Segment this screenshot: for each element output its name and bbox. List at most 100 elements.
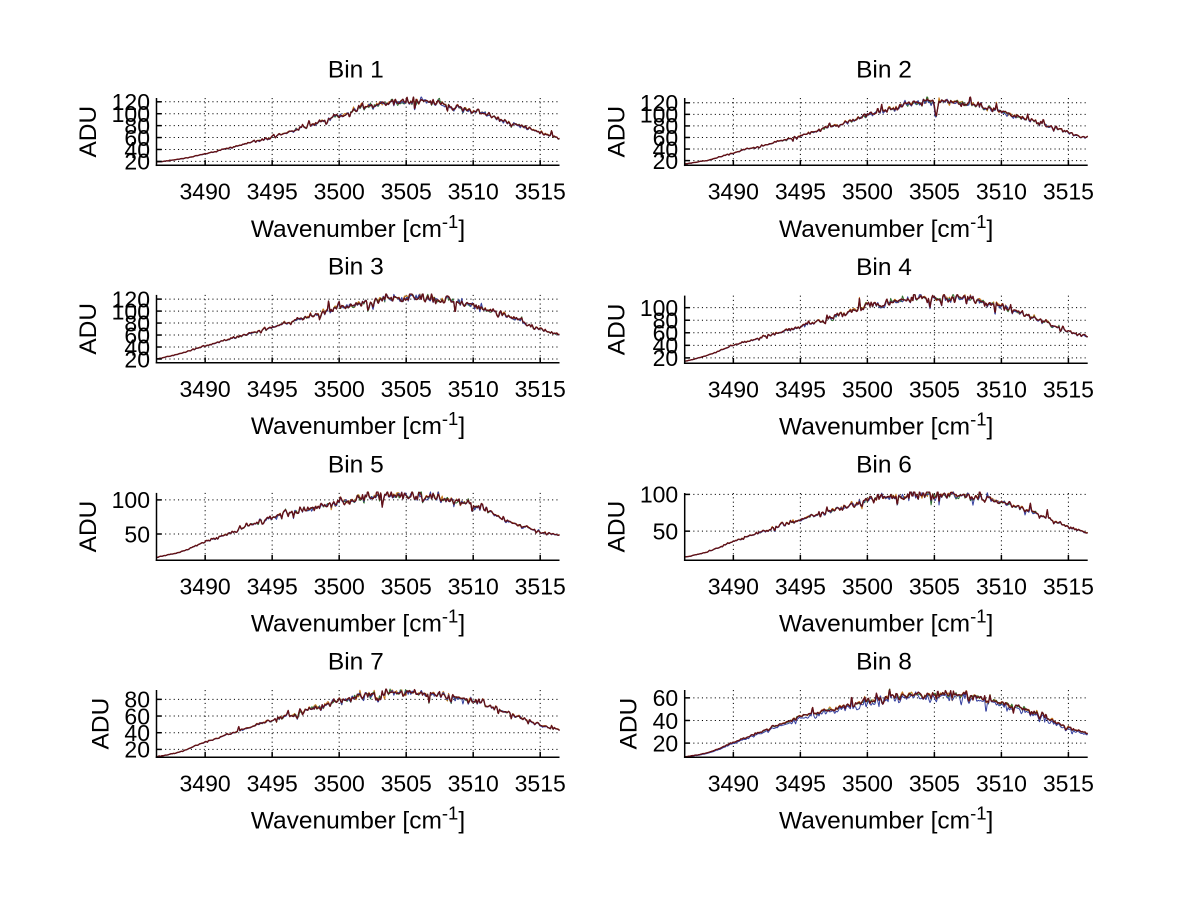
svg-text:Bin 1: Bin 1 (328, 56, 384, 83)
svg-text:3490: 3490 (180, 574, 231, 600)
svg-text:20: 20 (124, 149, 150, 175)
svg-text:3515: 3515 (1043, 574, 1094, 600)
svg-text:3490: 3490 (708, 771, 759, 797)
svg-text:3500: 3500 (314, 179, 365, 205)
svg-text:3505: 3505 (381, 376, 432, 402)
svg-text:Wavenumber [cm-1]: Wavenumber [cm-1] (251, 606, 465, 638)
svg-text:3510: 3510 (976, 771, 1027, 797)
svg-text:Bin 4: Bin 4 (856, 254, 912, 281)
svg-text:80: 80 (124, 113, 150, 139)
svg-text:3490: 3490 (180, 376, 231, 402)
svg-text:3495: 3495 (775, 574, 826, 600)
svg-text:Bin 3: Bin 3 (328, 253, 384, 280)
svg-text:Bin 5: Bin 5 (328, 451, 384, 478)
svg-text:60: 60 (653, 320, 679, 346)
svg-text:3505: 3505 (381, 179, 432, 205)
svg-text:3500: 3500 (842, 574, 893, 600)
svg-text:3490: 3490 (708, 574, 759, 600)
svg-text:ADU: ADU (87, 698, 114, 750)
svg-text:80: 80 (653, 113, 679, 139)
svg-text:3515: 3515 (1043, 377, 1094, 403)
svg-text:50: 50 (653, 518, 679, 544)
svg-text:100: 100 (640, 295, 678, 321)
svg-text:3490: 3490 (708, 179, 759, 205)
svg-text:3505: 3505 (909, 377, 960, 403)
svg-text:100: 100 (640, 482, 678, 508)
svg-text:3505: 3505 (381, 574, 432, 600)
svg-text:Wavenumber [cm-1]: Wavenumber [cm-1] (251, 803, 465, 835)
svg-text:3510: 3510 (448, 771, 499, 797)
svg-text:Wavenumber [cm-1]: Wavenumber [cm-1] (779, 211, 993, 243)
svg-text:Wavenumber [cm-1]: Wavenumber [cm-1] (251, 211, 465, 243)
svg-text:3490: 3490 (180, 179, 231, 205)
svg-text:3505: 3505 (909, 574, 960, 600)
svg-text:3510: 3510 (448, 376, 499, 402)
svg-text:3500: 3500 (842, 771, 893, 797)
svg-text:80: 80 (653, 308, 679, 334)
svg-text:80: 80 (124, 310, 150, 336)
svg-text:3510: 3510 (976, 377, 1027, 403)
svg-text:40: 40 (653, 708, 679, 734)
svg-text:50: 50 (124, 521, 150, 547)
svg-text:60: 60 (124, 703, 150, 729)
svg-text:3490: 3490 (180, 771, 231, 797)
svg-text:ADU: ADU (603, 304, 630, 356)
svg-text:ADU: ADU (75, 303, 102, 355)
svg-text:ADU: ADU (75, 106, 102, 158)
svg-text:Bin 6: Bin 6 (856, 451, 912, 478)
svg-text:120: 120 (112, 89, 150, 115)
svg-text:60: 60 (124, 322, 150, 348)
svg-text:40: 40 (653, 333, 679, 359)
svg-text:3500: 3500 (314, 376, 365, 402)
svg-text:3505: 3505 (909, 771, 960, 797)
svg-text:60: 60 (653, 685, 679, 711)
svg-text:100: 100 (640, 102, 678, 128)
svg-text:3515: 3515 (1043, 771, 1094, 797)
svg-text:3500: 3500 (314, 771, 365, 797)
svg-text:ADU: ADU (603, 501, 630, 553)
svg-text:ADU: ADU (603, 106, 630, 158)
svg-text:ADU: ADU (75, 501, 102, 553)
svg-text:3515: 3515 (515, 771, 566, 797)
svg-text:3500: 3500 (842, 377, 893, 403)
svg-text:Wavenumber [cm-1]: Wavenumber [cm-1] (779, 606, 993, 638)
svg-text:60: 60 (653, 125, 679, 151)
svg-text:3515: 3515 (1043, 179, 1094, 205)
svg-text:100: 100 (112, 487, 150, 513)
svg-text:Bin 7: Bin 7 (328, 648, 384, 675)
svg-text:3510: 3510 (976, 574, 1027, 600)
svg-text:40: 40 (124, 720, 150, 746)
svg-text:Bin 8: Bin 8 (856, 648, 912, 675)
svg-text:20: 20 (653, 730, 679, 756)
svg-text:3505: 3505 (909, 179, 960, 205)
svg-text:3515: 3515 (515, 574, 566, 600)
svg-text:120: 120 (640, 90, 678, 116)
svg-text:Bin 2: Bin 2 (856, 56, 912, 83)
svg-text:3515: 3515 (515, 179, 566, 205)
svg-text:3495: 3495 (247, 179, 298, 205)
svg-text:3495: 3495 (775, 771, 826, 797)
svg-text:40: 40 (124, 137, 150, 163)
svg-text:3510: 3510 (448, 574, 499, 600)
svg-text:20: 20 (653, 345, 679, 371)
svg-text:Wavenumber [cm-1]: Wavenumber [cm-1] (779, 803, 993, 835)
svg-text:100: 100 (112, 101, 150, 127)
svg-text:3495: 3495 (247, 771, 298, 797)
svg-text:3495: 3495 (775, 179, 826, 205)
svg-text:Wavenumber [cm-1]: Wavenumber [cm-1] (779, 409, 993, 441)
svg-text:3510: 3510 (448, 179, 499, 205)
svg-text:3515: 3515 (515, 376, 566, 402)
svg-text:3495: 3495 (247, 376, 298, 402)
svg-text:20: 20 (124, 346, 150, 372)
svg-text:3490: 3490 (708, 377, 759, 403)
svg-text:80: 80 (124, 687, 150, 713)
svg-text:3500: 3500 (314, 574, 365, 600)
svg-text:3505: 3505 (381, 771, 432, 797)
svg-text:60: 60 (124, 125, 150, 151)
svg-text:20: 20 (124, 737, 150, 763)
svg-text:3500: 3500 (842, 179, 893, 205)
svg-text:100: 100 (112, 298, 150, 324)
svg-text:3495: 3495 (775, 377, 826, 403)
svg-text:40: 40 (124, 334, 150, 360)
svg-text:40: 40 (653, 136, 679, 162)
